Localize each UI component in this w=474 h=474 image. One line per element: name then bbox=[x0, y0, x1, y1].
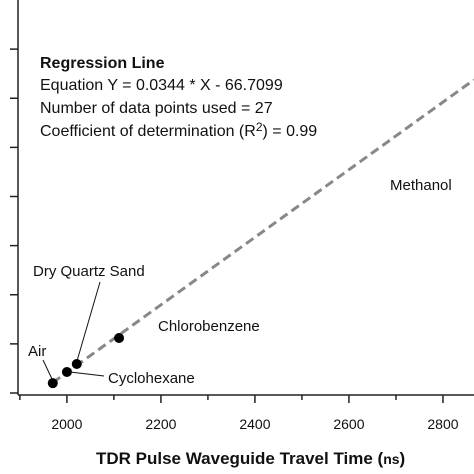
annotation: Methanol bbox=[390, 177, 452, 194]
x-axis-label: TDR Pulse Waveguide Travel Time (ns) bbox=[96, 449, 405, 468]
x-tick-label: 2200 bbox=[145, 416, 176, 432]
point-label: Dry Quartz Sand bbox=[33, 263, 145, 280]
x-label-text: TDR Pulse Waveguide Travel Time ( bbox=[96, 449, 384, 468]
point-label: Air bbox=[28, 343, 46, 360]
r2-text: Coefficient of determination (R bbox=[40, 123, 256, 140]
x-tick-label: 2800 bbox=[427, 416, 458, 432]
legend-line: Number of data points used = 27 bbox=[40, 100, 273, 117]
legend-line: Coefficient of determination (R2) = 0.99 bbox=[40, 120, 317, 140]
x-tick-label: 2400 bbox=[239, 416, 270, 432]
leader-line bbox=[76, 281, 101, 362]
x-label-unit: ns bbox=[383, 451, 400, 467]
legend-line: Equation Y = 0.0344 * X - 66.7099 bbox=[40, 77, 283, 94]
leader-line bbox=[42, 359, 53, 380]
r2-sup: 2 bbox=[256, 120, 263, 134]
leader-line bbox=[69, 371, 105, 377]
regression-line bbox=[51, 78, 474, 384]
point-label: Cyclohexane bbox=[108, 370, 195, 387]
x-tick-label: 2000 bbox=[51, 416, 82, 432]
r2-text: ) = 0.99 bbox=[263, 123, 318, 140]
x-label-text: ) bbox=[400, 449, 406, 468]
data-point bbox=[47, 378, 58, 389]
data-point bbox=[114, 332, 125, 343]
data-point bbox=[61, 366, 72, 377]
data-point bbox=[71, 359, 82, 370]
legend-title: Regression Line bbox=[40, 55, 165, 72]
x-tick-label: 2600 bbox=[333, 416, 364, 432]
point-label: Chlorobenzene bbox=[158, 318, 260, 335]
